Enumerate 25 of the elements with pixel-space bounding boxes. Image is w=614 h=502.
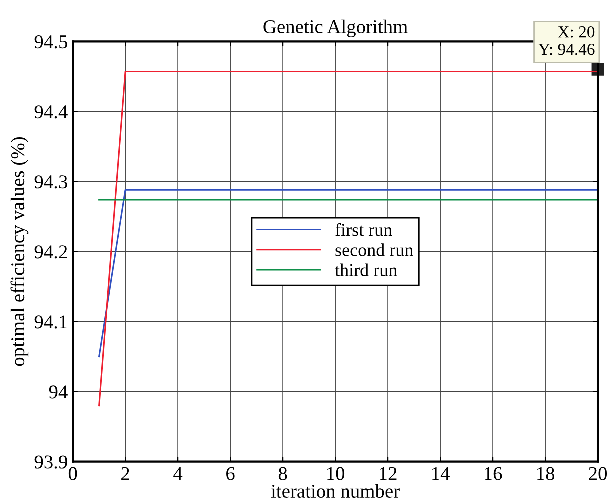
x-tick-label: 8 bbox=[278, 467, 288, 480]
annotation: X: 20 Y: 94.46 bbox=[538, 26, 595, 56]
x-axis-title: iteration number bbox=[271, 484, 400, 498]
x-tick-label: 14 bbox=[432, 467, 450, 480]
y-tick-label: 94.1 bbox=[34, 316, 68, 329]
x-tick-label: 2 bbox=[122, 467, 130, 480]
x-tick-label: 18 bbox=[538, 467, 555, 480]
x-tick-label: 4 bbox=[174, 467, 183, 480]
legend-label: first run bbox=[336, 223, 392, 236]
legend-label: second run bbox=[336, 244, 414, 256]
y-tick-label: 94.5 bbox=[34, 36, 68, 49]
x-tick-label: 16 bbox=[485, 467, 502, 480]
y-axis-title: optimal efficiency values (%) bbox=[10, 138, 29, 366]
y-tick-label: 94.4 bbox=[34, 106, 68, 119]
chart-title: Genetic Algorithm bbox=[264, 20, 408, 38]
y-tick-label: 94 bbox=[49, 386, 68, 399]
y-tick-label: 93.9 bbox=[34, 456, 68, 469]
x-tick-label: 0 bbox=[68, 467, 78, 480]
legend-label: third run bbox=[335, 264, 398, 276]
y-tick-label: 94.2 bbox=[34, 246, 68, 259]
y-tick-label: 94.3 bbox=[34, 176, 68, 189]
x-tick-label: 10 bbox=[328, 467, 345, 480]
x-tick-label: 12 bbox=[380, 467, 397, 480]
x-tick-label: 6 bbox=[226, 467, 235, 480]
x-tick-label: 20 bbox=[589, 467, 608, 480]
